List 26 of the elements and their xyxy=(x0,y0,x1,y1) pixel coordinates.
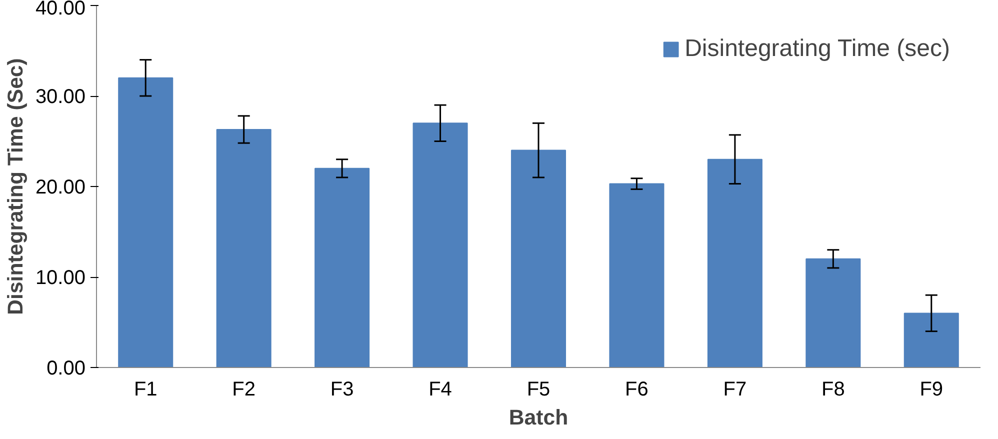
y-tick-label: 40.00 xyxy=(35,0,86,20)
x-tick-label: F8 xyxy=(821,378,845,400)
y-axis-title: Disintegrating Time (Sec) xyxy=(3,58,28,315)
x-tick-label: F4 xyxy=(428,378,452,400)
bar xyxy=(216,128,272,368)
x-tick-label: F7 xyxy=(723,378,747,400)
bar xyxy=(707,158,762,368)
bar xyxy=(609,183,664,368)
bar xyxy=(904,312,959,368)
y-tick-label: 0.00 xyxy=(46,358,86,380)
x-axis-title: Batch xyxy=(508,406,568,430)
y-tick-label: 10.00 xyxy=(35,267,86,289)
bar xyxy=(118,77,174,368)
x-tick-label: F9 xyxy=(920,378,944,400)
x-tick-label: F3 xyxy=(330,378,354,400)
bar xyxy=(314,168,370,368)
x-tick-label: F2 xyxy=(232,378,256,400)
y-tick-label: 20.00 xyxy=(35,176,86,198)
x-tick-label: F5 xyxy=(526,378,550,400)
x-tick-label: F1 xyxy=(134,378,158,400)
bar xyxy=(806,258,861,368)
bar xyxy=(412,122,468,368)
legend-label: Disintegrating Time (sec) xyxy=(684,35,950,63)
y-tick-label: 30.00 xyxy=(35,86,86,108)
bar xyxy=(510,150,566,368)
x-tick-label: F6 xyxy=(625,378,648,400)
